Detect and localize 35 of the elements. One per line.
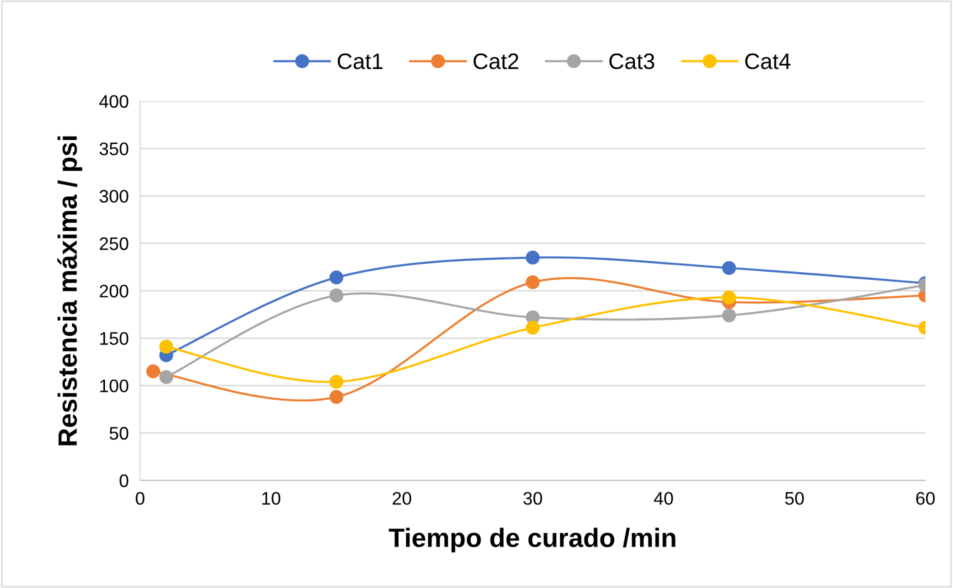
legend-label: Cat4 <box>745 53 790 70</box>
x-axis-title: Tiempo de curado /min <box>388 528 676 552</box>
point <box>722 261 736 275</box>
y-tick-label: 200 <box>100 284 128 298</box>
x-tick-label: 0 <box>136 492 144 505</box>
x-tick-label: 10 <box>262 492 280 505</box>
y-tick-label: 50 <box>110 426 128 440</box>
point <box>329 270 344 284</box>
point <box>722 308 736 322</box>
point <box>159 370 174 384</box>
point <box>329 374 344 389</box>
point <box>722 290 736 304</box>
x-tick-label: 30 <box>523 492 542 505</box>
legend-label: Cat3 <box>609 53 654 70</box>
point <box>526 320 540 335</box>
y-tick-label: 150 <box>100 332 128 345</box>
y-tick-label: 0 <box>120 474 128 488</box>
legend-label: Cat2 <box>474 53 518 70</box>
point <box>329 288 344 302</box>
point <box>526 275 540 290</box>
x-tick-label: 20 <box>392 492 412 505</box>
y-tick-label: 350 <box>100 142 128 156</box>
point <box>146 364 160 378</box>
y-tick-label: 250 <box>100 237 128 250</box>
y-tick-label: 400 <box>99 95 128 108</box>
y-axis-title: Resistencia máxima / psi <box>57 136 82 446</box>
x-tick-label: 50 <box>785 492 804 505</box>
point <box>526 250 540 265</box>
point <box>329 390 344 404</box>
legend-label: Cat1 <box>338 53 382 70</box>
point <box>159 340 174 354</box>
y-tick-label: 100 <box>100 380 128 392</box>
x-tick-label: 40 <box>654 492 673 505</box>
y-tick-label: 300 <box>100 190 128 203</box>
x-tick-label: 60 <box>916 492 935 505</box>
